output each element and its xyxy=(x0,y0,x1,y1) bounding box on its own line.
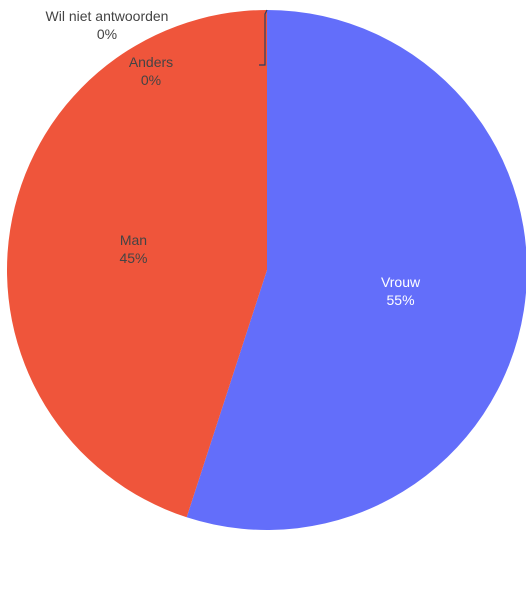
slice-label-anders: Anders 0% xyxy=(129,54,173,88)
slice-label-vrouw: Vrouw 55% xyxy=(381,274,421,308)
zero-slice-leader-line xyxy=(259,9,268,66)
slice-label-man: Man 45% xyxy=(119,232,147,266)
slice-label-wil-niet-antwoorden: Wil niet antwoorden 0% xyxy=(46,8,169,42)
pie-slice-vrouw[interactable] xyxy=(186,10,526,530)
pie-slice-man[interactable] xyxy=(6,10,268,518)
